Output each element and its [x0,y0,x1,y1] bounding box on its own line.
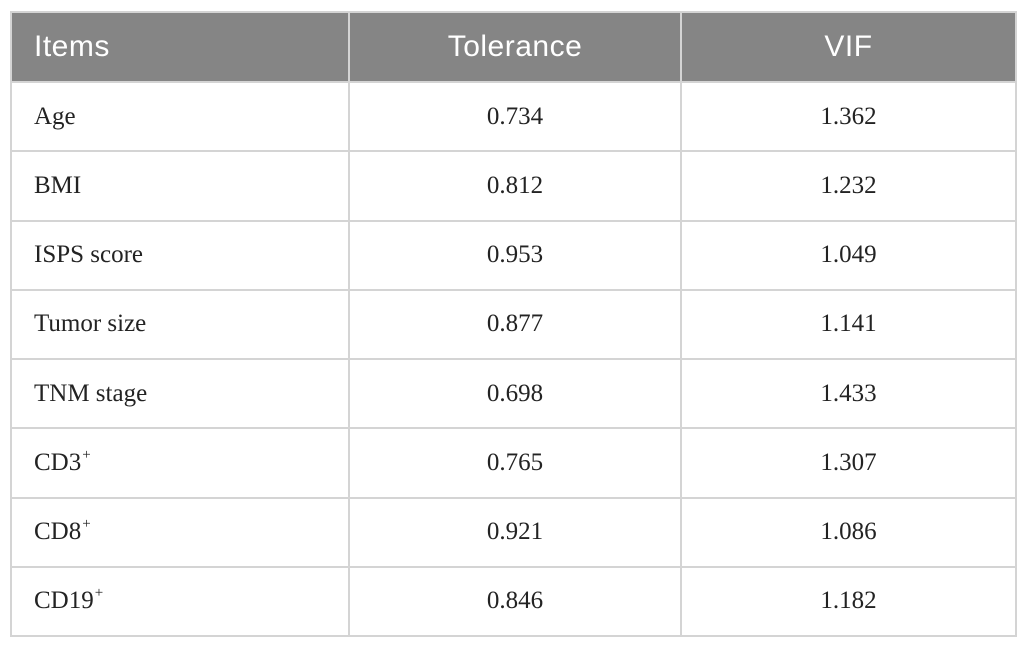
vif-cell: 1.307 [680,427,1017,499]
tolerance-cell: 0.734 [348,80,682,153]
table-row: CD19+ 0.846 1.182 [10,565,1017,638]
tolerance-cell: 0.877 [348,288,682,361]
item-cell: ISPS score [10,219,350,291]
item-label: TNM stage [34,379,148,407]
table-row: CD3+ 0.765 1.307 [10,427,1017,499]
vif-cell: 1.141 [680,288,1017,361]
table-row: Tumor size 0.877 1.141 [10,288,1017,361]
vif-cell: 1.049 [680,219,1017,291]
item-cell: CD8+ [10,496,350,568]
table-row: CD8+ 0.921 1.086 [10,496,1017,568]
vif-cell: 1.232 [680,150,1017,222]
item-label: ISPS score [34,241,144,269]
superscript-plus: + [94,585,104,602]
item-label: Age [34,102,76,130]
tolerance-cell: 0.953 [348,219,682,291]
column-header-vif: VIF [680,11,1017,83]
tolerance-cell: 0.846 [348,565,682,638]
item-label: BMI [34,171,82,199]
item-cell: Tumor size [10,288,350,361]
tolerance-cell: 0.921 [348,496,682,568]
tolerance-cell: 0.765 [348,427,682,499]
table-row: TNM stage 0.698 1.433 [10,357,1017,430]
vif-cell: 1.362 [680,80,1017,153]
table-row: Age 0.734 1.362 [10,80,1017,153]
item-cell: CD3+ [10,427,350,499]
collinearity-table: Items Tolerance VIF Age 0.734 1.362 BMI … [10,11,1017,638]
item-cell: Age [10,80,350,153]
superscript-plus: + [82,446,91,463]
table-row: BMI 0.812 1.232 [10,150,1017,222]
table-header: Items Tolerance VIF [10,11,1017,83]
table-row: ISPS score 0.953 1.049 [10,219,1017,291]
tolerance-cell: 0.812 [348,150,682,222]
item-cell: BMI [10,150,350,222]
item-cell: TNM stage [10,357,350,430]
item-label: CD19 [34,587,94,615]
vif-cell: 1.086 [680,496,1017,568]
vif-cell: 1.182 [680,565,1017,638]
item-label: CD3 [34,448,82,476]
superscript-plus: + [82,515,91,532]
vif-cell: 1.433 [680,357,1017,430]
table-body: Age 0.734 1.362 BMI 0.812 1.232 ISPS sco… [10,80,1017,638]
tolerance-cell: 0.698 [348,357,682,430]
item-label: CD8 [34,518,82,546]
column-header-items: Items [10,11,350,83]
column-header-tolerance: Tolerance [348,11,682,83]
item-label: Tumor size [34,310,147,338]
item-cell: CD19+ [10,565,350,638]
header-row: Items Tolerance VIF [10,11,1017,83]
